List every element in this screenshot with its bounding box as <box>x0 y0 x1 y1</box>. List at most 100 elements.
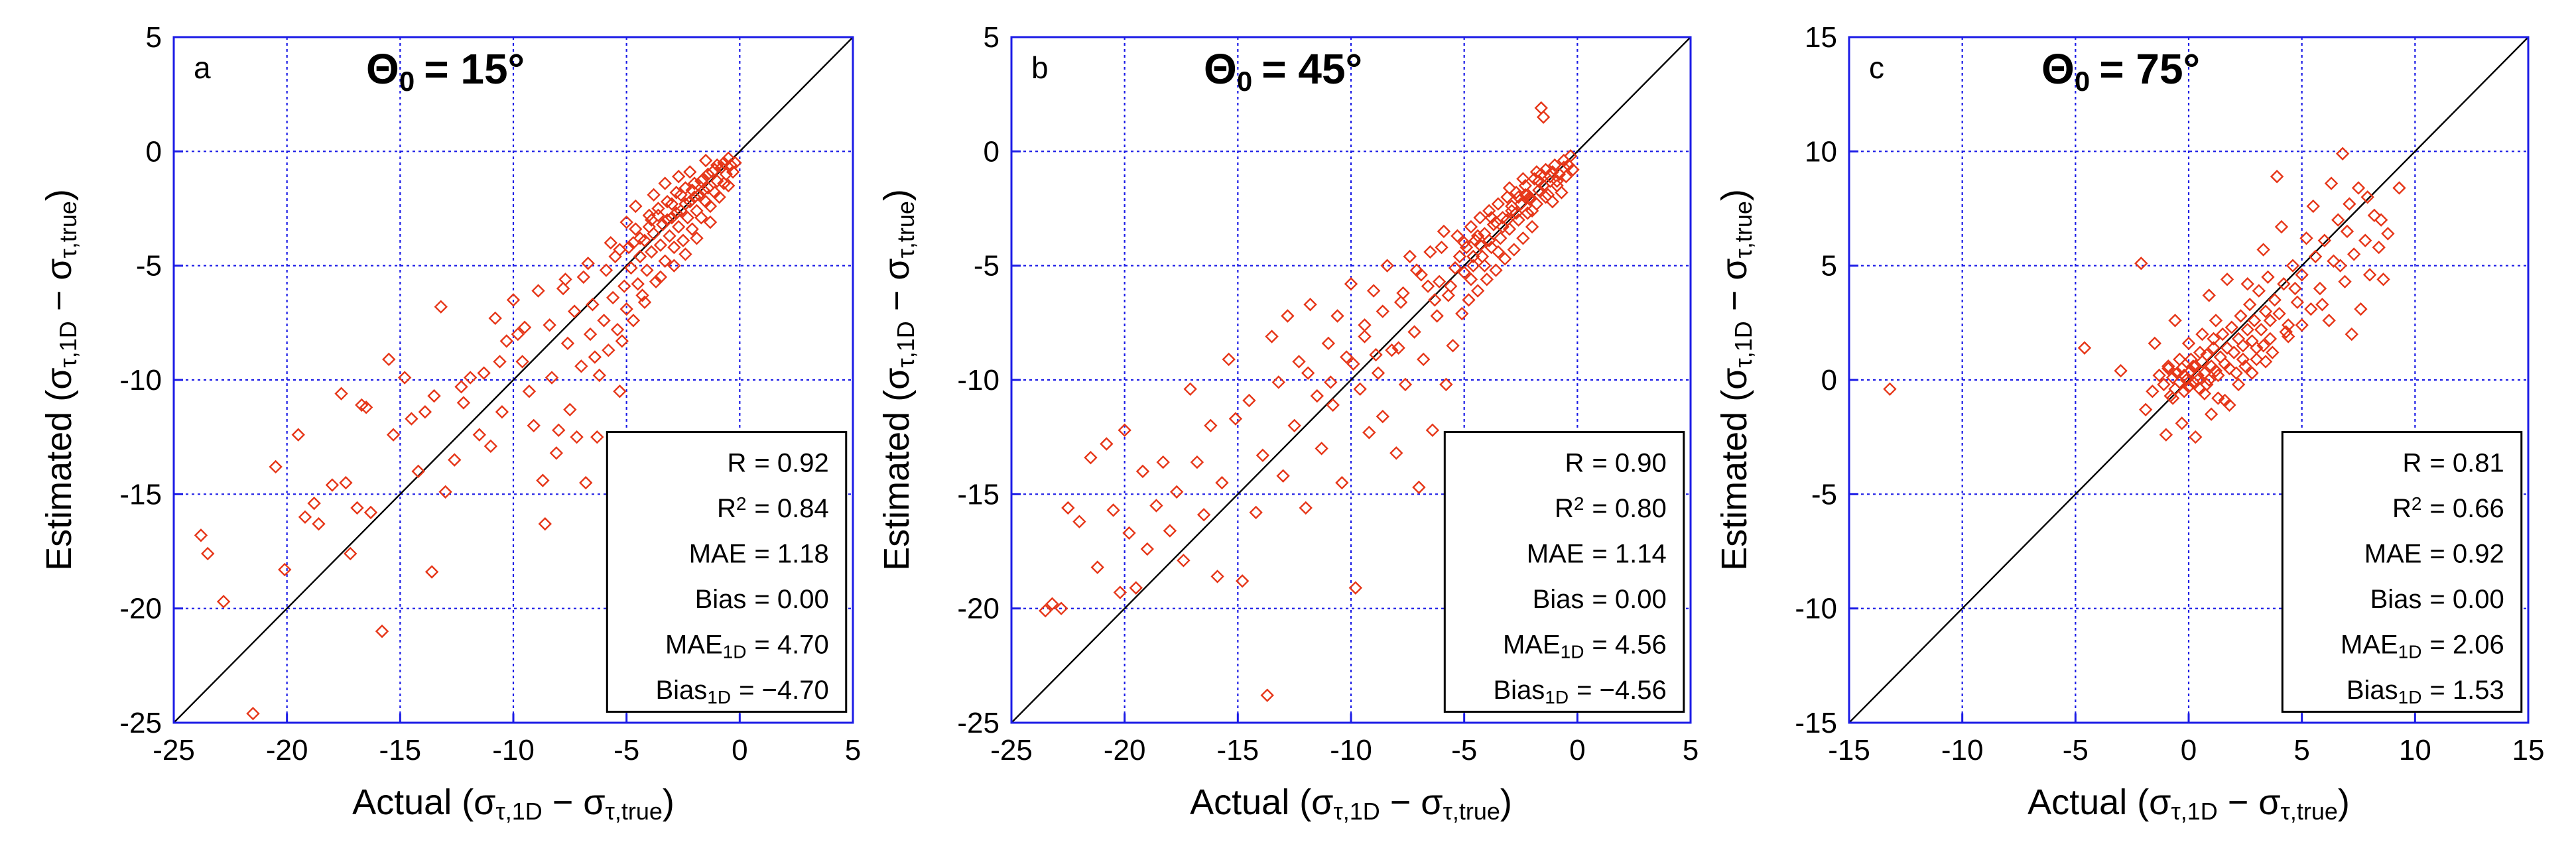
scatter-point <box>2179 373 2193 387</box>
scatter-point <box>2279 325 2293 339</box>
x-tick-label: 0 <box>2181 734 2197 766</box>
scatter-point <box>653 238 668 252</box>
scatter-point <box>2256 339 2270 353</box>
one-to-one-line <box>1011 36 1691 723</box>
scatter-point <box>1335 475 1349 490</box>
scatter-point <box>2184 352 2198 367</box>
scatter-point <box>556 281 570 296</box>
scatter-point <box>637 233 652 247</box>
stat-line: Bias = 0.00 <box>695 585 829 614</box>
scatter-point <box>1084 450 1098 465</box>
scatter-point <box>2209 364 2223 378</box>
scatter-point <box>522 385 537 398</box>
scatter-point <box>2240 277 2254 291</box>
scatter-point <box>397 371 412 385</box>
x-axis-label-sub: τ,1D <box>1334 798 1380 825</box>
scatter-point <box>1534 167 1548 181</box>
scatter-point <box>1281 309 1295 323</box>
one-to-one-line <box>173 36 854 723</box>
scatter-point <box>1430 309 1444 323</box>
y-axis-label-end: ) <box>39 189 79 201</box>
scatter-point <box>2209 314 2223 328</box>
scatter-point <box>1039 603 1053 618</box>
scatter-point <box>1196 508 1211 522</box>
scatter-point <box>1348 581 1363 595</box>
stat-label: R <box>728 449 747 478</box>
scatter-point <box>658 254 672 268</box>
scatter-point <box>2304 302 2318 316</box>
scatter-point <box>527 418 541 433</box>
scatter-point <box>201 546 215 561</box>
scatter-point <box>2245 366 2259 380</box>
scatter-point <box>696 183 710 198</box>
scatter-point <box>2374 213 2388 227</box>
scatter-point <box>2168 314 2182 328</box>
scatter-point <box>640 263 654 277</box>
scatter-point <box>411 464 425 479</box>
scatter-point <box>1190 455 1204 469</box>
scatter-point <box>1100 437 1114 451</box>
scatter-point <box>676 233 690 247</box>
scatter-point <box>619 302 633 316</box>
scatter-point <box>656 217 670 231</box>
scatter-point <box>2335 147 2350 160</box>
scatter-point <box>604 236 617 250</box>
stat-subscript: 1D <box>2398 687 2422 707</box>
scatter-point <box>2288 281 2302 296</box>
scatter-point <box>1396 286 1410 300</box>
scatter-point <box>1466 259 1480 273</box>
scatter-point <box>608 249 622 264</box>
scatter-point <box>1555 186 1569 200</box>
scatter-point <box>2295 318 2309 332</box>
scatter-point <box>1362 426 1376 440</box>
scatter-point <box>2231 332 2246 346</box>
scatter-point <box>690 231 704 245</box>
y-axis-label-sub: τ,true <box>54 201 82 258</box>
scatter-point <box>538 517 552 531</box>
y-axis-label: Estimated (στ,1D − στ,true) <box>39 189 82 571</box>
scatter-point <box>1457 265 1471 280</box>
panel-title: Θ0 = 75° <box>2041 45 2200 97</box>
scatter-point <box>671 170 686 184</box>
stat-value: = −4.70 <box>739 676 829 705</box>
scatter-point <box>2159 428 2173 442</box>
scatter-point <box>703 199 718 213</box>
scatter-point <box>649 274 663 288</box>
scatter-point <box>1303 298 1317 312</box>
scatter-point <box>1502 181 1517 195</box>
stat-value: = 4.56 <box>1592 631 1666 660</box>
x-tick-label: -10 <box>1941 734 1984 766</box>
stat-value: = 0.84 <box>754 494 828 523</box>
scatter-point <box>1135 464 1150 479</box>
scatter-point <box>1156 455 1170 469</box>
scatter-point <box>2211 368 2225 383</box>
scatter-point <box>717 156 731 170</box>
scatter-point <box>2181 336 2196 351</box>
scatter-point <box>645 213 659 227</box>
scatter-point <box>363 505 378 520</box>
stat-line: R = 0.92 <box>728 449 829 478</box>
scatter-point <box>2146 385 2159 398</box>
stats-box-frame <box>606 431 848 713</box>
scatter-point <box>1163 524 1177 538</box>
scatter-point <box>635 288 649 302</box>
y-tick-label: -5 <box>136 250 162 282</box>
scatter-point <box>683 165 697 179</box>
title-symbol: Θ <box>2041 45 2075 93</box>
title-symbol: Θ <box>1204 45 1237 93</box>
scatter-point <box>1324 375 1338 389</box>
scatter-point <box>1276 469 1290 483</box>
scatter-point <box>2367 208 2382 223</box>
scatter-point <box>1129 581 1143 595</box>
scatter-point <box>2236 339 2250 353</box>
scatter-point <box>621 240 636 255</box>
scatter-point <box>1484 211 1498 225</box>
scatter-point <box>456 396 471 410</box>
scatter-point <box>710 174 724 188</box>
scatter-point <box>1563 149 1578 163</box>
scatter-point <box>2229 366 2243 380</box>
scatter-point <box>1045 597 1059 611</box>
stat-value: = 1.14 <box>1592 540 1666 569</box>
x-tick-label: -25 <box>990 734 1033 766</box>
